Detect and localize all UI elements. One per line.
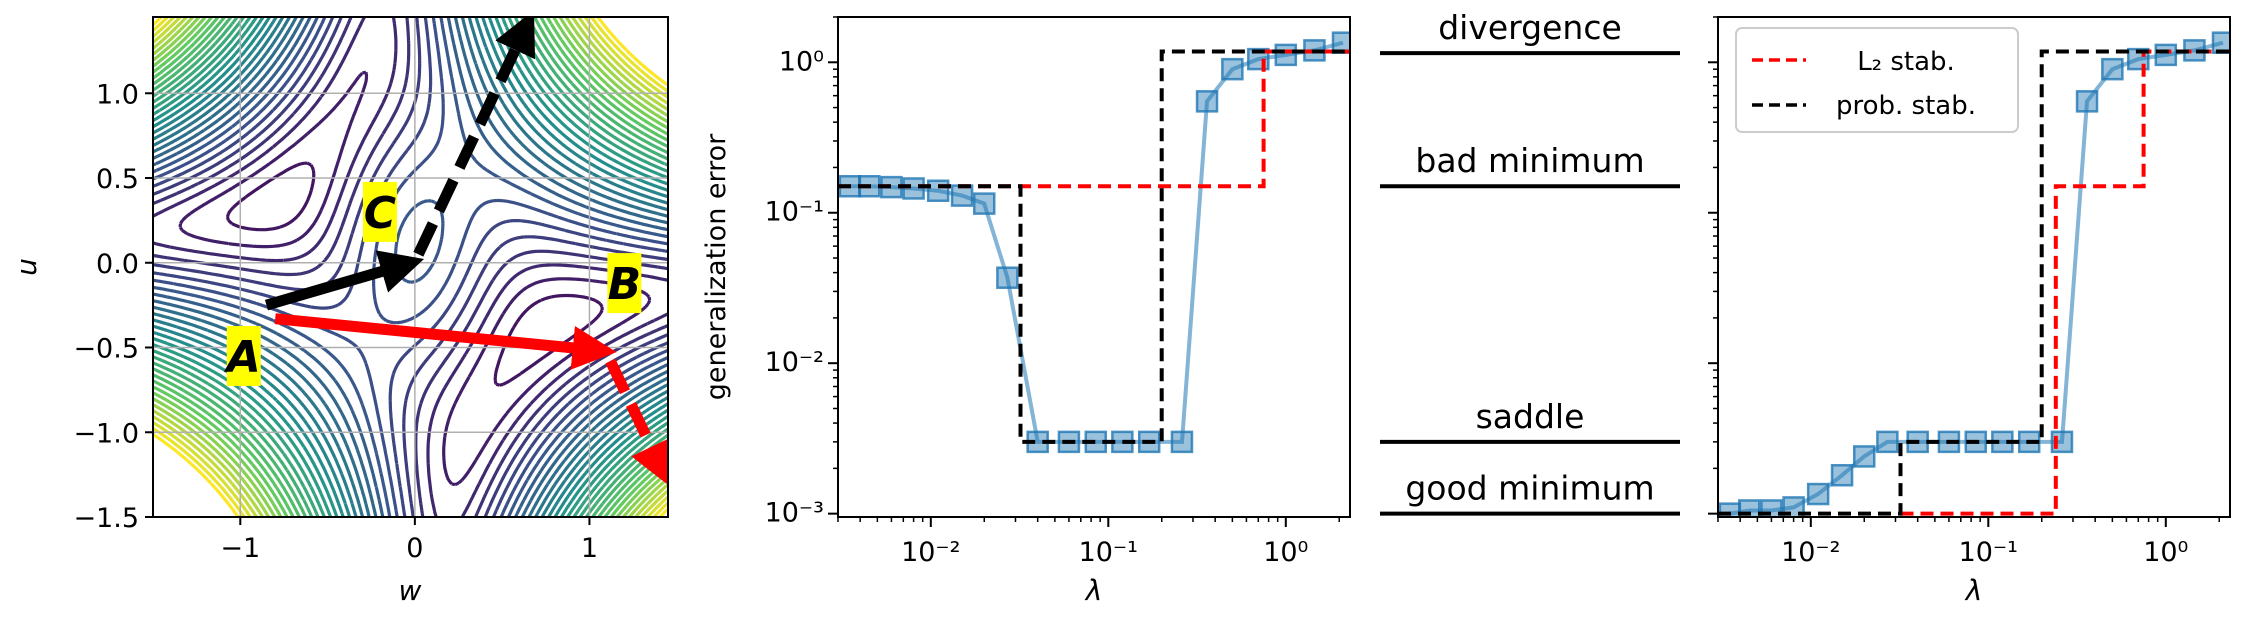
stability-plot-area bbox=[1718, 31, 2230, 517]
stability-xtick-label: 10⁻² bbox=[1781, 537, 1840, 568]
stability-data-marker bbox=[1852, 445, 1876, 468]
stability-data-marker bbox=[1806, 482, 1830, 506]
legend-label-prob: prob. stab. bbox=[1836, 91, 1976, 121]
stability-red-dashed-line bbox=[1900, 49, 2230, 516]
generalization-ytick-label: 10⁰ bbox=[779, 46, 824, 77]
stability-xlabel: λ bbox=[1964, 574, 1983, 607]
contour-ytick-label: −1.0 bbox=[73, 418, 139, 449]
stability-data-marker bbox=[1876, 430, 1899, 454]
generalization-data-marker bbox=[1170, 430, 1194, 454]
stability-legend: L₂ stab. prob. stab. bbox=[1735, 27, 2019, 133]
contour-ytick-label: 0.0 bbox=[96, 249, 139, 280]
point-b-highlight bbox=[607, 253, 642, 314]
generalization-ytick-label: 10⁻² bbox=[765, 347, 824, 378]
generalization-red-dashed-line bbox=[838, 49, 1350, 189]
contour-xtick-label: −1 bbox=[220, 533, 260, 564]
generalization-data-marker bbox=[1274, 43, 1298, 67]
contour-plot-area bbox=[153, 17, 668, 517]
regime-label-saddle: saddle bbox=[1476, 397, 1585, 436]
generalization-xtick-label: 10⁰ bbox=[1263, 537, 1308, 568]
contour-xtick-label: 1 bbox=[581, 533, 598, 564]
generalization-data-marker bbox=[972, 192, 996, 215]
contour-line bbox=[153, 17, 668, 517]
generalization-xlabel: λ bbox=[1084, 574, 1103, 607]
point-c-label: C bbox=[364, 188, 396, 239]
contour-frame bbox=[152, 16, 669, 518]
regime-label-divergence: divergence bbox=[1438, 8, 1622, 47]
generalization-ytick-label: 10⁻³ bbox=[765, 498, 824, 529]
black-solid-arrow bbox=[264, 250, 425, 311]
contour-ytick-label: 0.5 bbox=[96, 164, 139, 195]
contour-line bbox=[153, 17, 668, 517]
point-c-highlight bbox=[362, 181, 397, 242]
generalization-data-marker bbox=[1221, 57, 1244, 81]
contour-ytick-label: −0.5 bbox=[73, 334, 139, 365]
generalization-data-marker bbox=[950, 184, 974, 207]
regime-labels-panel: divergence bad minimum saddle good minimum bbox=[1380, 8, 1680, 516]
contour-line bbox=[178, 70, 652, 487]
contour-xlabel: w bbox=[399, 574, 422, 607]
stability-data-line bbox=[1729, 40, 2224, 516]
generalization-data-line bbox=[849, 40, 1344, 444]
generalization-frame bbox=[837, 16, 1351, 518]
contour-line bbox=[153, 17, 668, 517]
contour-ylabel: u bbox=[10, 258, 43, 276]
black-dashed-arrow bbox=[413, 17, 536, 257]
point-a-label: A bbox=[224, 332, 261, 383]
point-a-highlight bbox=[226, 325, 261, 386]
contour-line bbox=[153, 17, 668, 517]
stability-black-dashed-line bbox=[1718, 49, 2230, 516]
contour-xtick-label: 0 bbox=[406, 533, 423, 564]
contour-ytick-label: 1.0 bbox=[96, 79, 139, 110]
stability-data-marker bbox=[2101, 57, 2124, 81]
generalization-data-marker bbox=[902, 177, 925, 200]
contour-line bbox=[153, 17, 668, 517]
contour-line bbox=[153, 17, 668, 517]
stability-panel: 10⁻² 10⁻¹ 10⁰ λ L₂ stab. prob. stab. bbox=[1708, 16, 2231, 607]
red-dashed-arrow bbox=[605, 358, 668, 487]
generalization-plot-area bbox=[838, 31, 1350, 454]
contour-ticks: −1 0 1 1.0 0.5 0.0 −0.5 −1.0 −1.5 bbox=[73, 79, 598, 564]
contour-line bbox=[153, 17, 668, 517]
red-solid-arrow bbox=[274, 313, 617, 370]
stability-xtick-label: 10⁰ bbox=[2143, 537, 2188, 568]
stability-data-marker bbox=[2154, 43, 2178, 67]
generalization-ylabel: generalization error bbox=[701, 133, 732, 400]
generalization-black-dashed-line bbox=[838, 49, 1350, 444]
generalization-xtick-label: 10⁻¹ bbox=[1079, 537, 1138, 568]
generalization-data-marker bbox=[996, 266, 1019, 289]
contour-line bbox=[153, 17, 668, 517]
generalization-data-marker bbox=[926, 179, 950, 203]
generalization-ytick-label: 10⁻¹ bbox=[765, 197, 824, 228]
contour-ytick-label: −1.5 bbox=[73, 503, 139, 534]
point-b-label: B bbox=[608, 259, 642, 310]
generalization-error-panel: 10⁻² 10⁻¹ 10⁰ 10⁰ 10⁻¹ 10⁻² 10⁻³ λ generalizat… bbox=[701, 16, 1351, 607]
stability-frame bbox=[1717, 16, 2231, 518]
legend-box bbox=[1735, 27, 2019, 133]
stability-xtick-label: 10⁻¹ bbox=[1959, 537, 2018, 568]
legend-label-l2: L₂ stab. bbox=[1857, 47, 1955, 77]
stability-data-marker bbox=[2075, 90, 2099, 113]
generalization-data-marker bbox=[1195, 90, 1219, 113]
contour-panel: A B C −1 0 1 1.0 0.5 0.0 −0.5 −1.0 −1.5 w u bbox=[10, 16, 669, 607]
contour-line bbox=[153, 17, 668, 517]
contour-line bbox=[153, 17, 668, 517]
generalization-ticks: 10⁻² 10⁻¹ 10⁰ 10⁰ 10⁻¹ 10⁻² 10⁻³ bbox=[765, 16, 1340, 568]
contour-line bbox=[153, 17, 668, 517]
stability-data-marker bbox=[1830, 463, 1854, 487]
contour-line bbox=[153, 17, 668, 517]
stability-ticks: 10⁻² 10⁻¹ 10⁰ bbox=[1708, 16, 2220, 568]
contour-point-labels: A B C bbox=[224, 181, 642, 386]
contour-arrows bbox=[264, 17, 668, 487]
generalization-xtick-label: 10⁻² bbox=[901, 537, 960, 568]
regime-label-good-minimum: good minimum bbox=[1405, 469, 1654, 508]
contour-line bbox=[153, 17, 668, 517]
regime-label-bad-minimum: bad minimum bbox=[1415, 141, 1644, 180]
